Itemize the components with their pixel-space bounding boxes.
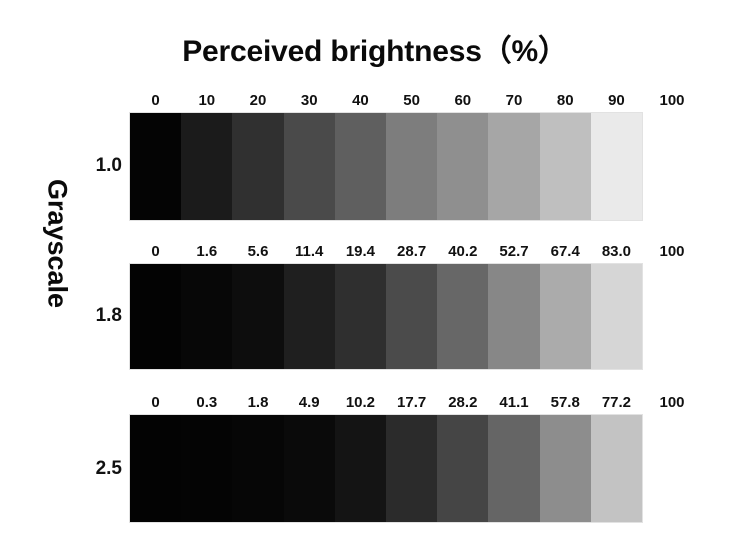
tick-label: 1.6 — [196, 243, 218, 260]
swatch — [334, 264, 387, 369]
tick-label: 17.7 — [397, 394, 427, 411]
tick-label: 41.1 — [499, 394, 529, 411]
swatch — [488, 113, 540, 220]
row-label-gamma: 2.5 — [95, 458, 122, 479]
tick-label-end: 100 — [659, 394, 685, 411]
tick-label: 67.4 — [550, 243, 580, 260]
tick-label: 30 — [300, 92, 318, 109]
tick-label-end: 100 — [659, 243, 685, 260]
tick-label: 28.7 — [397, 243, 427, 260]
tick-label: 90 — [608, 92, 625, 109]
swatch — [283, 264, 335, 369]
tick-label: 1.8 — [247, 394, 269, 411]
tick-label: 80 — [556, 92, 574, 109]
tick-strip-row-1: 0 10 20 30 40 50 60 70 80 90 — [130, 90, 642, 112]
swatch — [232, 113, 284, 220]
swatch — [181, 113, 233, 220]
swatch — [488, 415, 540, 522]
tick-label: 28.2 — [448, 394, 478, 411]
swatch — [539, 264, 591, 369]
swatch — [232, 415, 284, 522]
tick-label: 10.2 — [345, 394, 376, 411]
swatch — [539, 415, 591, 522]
swatch — [232, 264, 284, 369]
tick-label: 0 — [151, 243, 160, 260]
tick-label: 50 — [403, 92, 420, 109]
swatch — [130, 113, 182, 220]
tick-label: 77.2 — [601, 394, 632, 411]
tick-label: 11.4 — [295, 243, 324, 260]
swatch — [437, 264, 489, 369]
swatch — [181, 264, 233, 369]
tick-label: 40 — [352, 92, 369, 109]
swatch — [386, 264, 438, 369]
tick-label: 4.9 — [298, 394, 320, 411]
swatch — [590, 264, 643, 369]
swatch — [590, 113, 643, 220]
swatch — [386, 113, 438, 220]
swatch — [386, 415, 438, 522]
tick-label: 52.7 — [499, 243, 529, 260]
tick-label: 70 — [505, 92, 523, 109]
page-title: Perceived brightness（%） — [182, 35, 568, 68]
swatch — [590, 415, 643, 522]
tick-strip-row-2: 0 1.6 5.6 11.4 19.4 28.7 40.2 52.7 67.4 … — [130, 241, 642, 263]
swatch — [283, 113, 335, 220]
tick-label: 5.6 — [247, 243, 269, 260]
swatch — [283, 415, 335, 522]
tick-label: 10 — [198, 92, 216, 109]
grayscale-bar-gamma-1 — [130, 113, 643, 220]
swatch — [539, 113, 591, 220]
swatch — [334, 415, 387, 522]
tick-label: 0 — [151, 92, 160, 109]
y-axis-label: Grayscale — [42, 178, 73, 309]
tick-label: 83.0 — [601, 243, 632, 260]
tick-label: 0 — [151, 394, 160, 411]
tick-label: 60 — [454, 92, 472, 109]
swatch — [334, 113, 387, 220]
grayscale-bar-gamma-25 — [130, 415, 643, 522]
swatch — [130, 264, 182, 369]
tick-label-end: 100 — [659, 92, 685, 109]
tick-strip-row-3: 0 0.3 1.8 4.9 10.2 17.7 28.2 41.1 57.8 7… — [130, 392, 642, 414]
swatch — [130, 415, 182, 522]
tick-label: 0.3 — [196, 394, 218, 411]
grayscale-bar-gamma-18 — [130, 264, 643, 369]
tick-label: 19.4 — [345, 243, 376, 260]
row-label-gamma: 1.0 — [95, 155, 122, 176]
swatch — [181, 415, 233, 522]
swatch — [488, 264, 540, 369]
swatch — [437, 113, 489, 220]
tick-label: 57.8 — [550, 394, 580, 411]
row-label-gamma: 1.8 — [95, 305, 122, 326]
tick-label: 40.2 — [448, 243, 478, 260]
swatch — [437, 415, 489, 522]
tick-label: 20 — [249, 92, 267, 109]
